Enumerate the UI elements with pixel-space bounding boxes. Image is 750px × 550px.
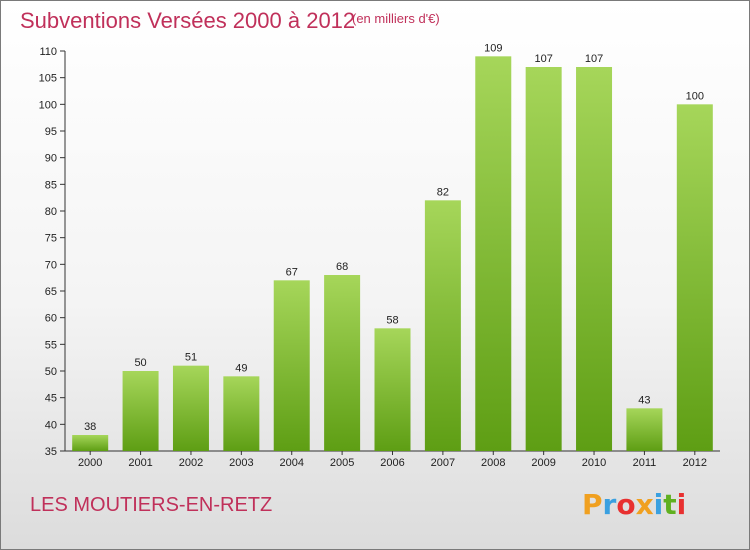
bar-value-label: 100 bbox=[686, 90, 704, 102]
y-tick-label: 45 bbox=[45, 393, 57, 405]
chart-title: Subventions Versées 2000 à 2012 bbox=[20, 8, 356, 33]
bar-value-label: 107 bbox=[534, 53, 552, 65]
bar-value-label: 50 bbox=[134, 357, 146, 369]
bar bbox=[223, 376, 260, 451]
bar bbox=[172, 365, 209, 451]
commune-name: LES MOUTIERS-EN-RETZ bbox=[30, 494, 273, 516]
logo-letter: r bbox=[602, 488, 617, 521]
bar bbox=[122, 371, 159, 451]
bar bbox=[475, 56, 512, 451]
bar-value-label: 107 bbox=[585, 53, 603, 65]
y-tick-label: 100 bbox=[39, 99, 57, 111]
proxiti-logo: Proxiti bbox=[582, 488, 686, 521]
y-tick-label: 55 bbox=[45, 339, 57, 351]
x-tick-label: 2011 bbox=[633, 457, 657, 469]
y-tick-label: 85 bbox=[45, 179, 57, 191]
bar bbox=[273, 280, 310, 451]
x-tick-label: 2007 bbox=[431, 457, 455, 469]
y-tick-label: 40 bbox=[45, 419, 57, 431]
x-tick-label: 2008 bbox=[481, 457, 505, 469]
bar bbox=[626, 408, 663, 451]
logo-letter: i bbox=[653, 488, 664, 521]
bar-value-label: 51 bbox=[185, 352, 197, 364]
y-tick-label: 65 bbox=[45, 286, 57, 298]
bar-value-label: 38 bbox=[84, 421, 96, 433]
x-tick-label: 2005 bbox=[330, 457, 354, 469]
logo-letter: P bbox=[582, 488, 603, 521]
y-tick-label: 90 bbox=[45, 153, 57, 165]
x-tick-label: 2000 bbox=[78, 457, 102, 469]
logo-letter: t bbox=[663, 488, 677, 521]
bar-value-label: 67 bbox=[286, 266, 298, 278]
y-tick-label: 110 bbox=[39, 46, 57, 58]
bars: 38 50 51 49 67 68 58 82 109 107 107 43 100 bbox=[72, 42, 713, 451]
y-tick-label: 105 bbox=[39, 73, 57, 85]
bar bbox=[424, 200, 461, 451]
bar bbox=[525, 67, 562, 451]
y-tick-label: 50 bbox=[45, 366, 57, 378]
x-tick-label: 2012 bbox=[683, 457, 707, 469]
bar bbox=[374, 328, 411, 451]
x-tick-label: 2004 bbox=[279, 457, 303, 469]
bar bbox=[324, 275, 361, 451]
y-tick-label: 35 bbox=[45, 446, 57, 458]
x-tick-label: 2002 bbox=[179, 457, 203, 469]
y-axis: 35 40 45 50 55 60 65 70 75 80 85 90 95 100 105 110 bbox=[39, 46, 66, 458]
y-tick-label: 70 bbox=[45, 259, 57, 271]
x-tick-label: 2003 bbox=[229, 457, 253, 469]
bar bbox=[576, 67, 613, 451]
logo-letter: x bbox=[635, 488, 654, 521]
bar-value-label: 49 bbox=[235, 362, 247, 374]
logo-letter: i bbox=[676, 488, 687, 521]
bar-value-label: 43 bbox=[638, 394, 650, 406]
y-tick-label: 75 bbox=[45, 233, 57, 245]
x-axis: 2000 2001 2002 2003 2004 2005 2006 2007 2008 2009… bbox=[65, 450, 720, 469]
y-tick-label: 95 bbox=[45, 126, 57, 138]
bar bbox=[676, 104, 713, 451]
bar-value-label: 68 bbox=[336, 261, 348, 273]
x-tick-label: 2010 bbox=[582, 457, 606, 469]
bar-value-label: 82 bbox=[437, 186, 449, 198]
x-tick-label: 2001 bbox=[128, 457, 152, 469]
x-tick-label: 2006 bbox=[380, 457, 404, 469]
bar-value-label: 58 bbox=[386, 314, 398, 326]
x-tick-label: 2009 bbox=[531, 457, 555, 469]
chart-unit: (en milliers d'€) bbox=[352, 11, 440, 26]
bar bbox=[72, 435, 109, 451]
y-tick-label: 80 bbox=[45, 206, 57, 218]
logo-letter: o bbox=[616, 488, 636, 521]
y-tick-label: 60 bbox=[45, 313, 57, 325]
bar-value-label: 109 bbox=[484, 42, 502, 54]
